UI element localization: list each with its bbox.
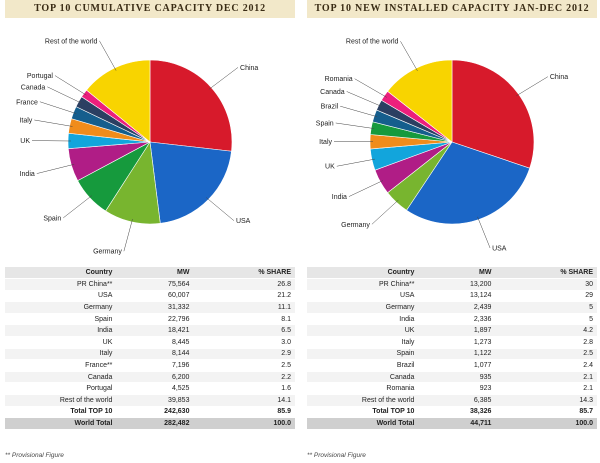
- leader-line-germany: [123, 218, 133, 252]
- table-row: USA 60,007 21.2: [5, 289, 295, 302]
- col-share-header: % SHARE: [495, 267, 597, 279]
- col-mw-header: MW: [418, 267, 496, 279]
- chart-title: TOP 10 NEW INSTALLED CAPACITY JAN-DEC 20…: [307, 0, 597, 18]
- table-row: Canada 935 2.1: [307, 370, 597, 383]
- leader-line-usa: [477, 216, 491, 249]
- table-row: France** 7,196 2.5: [5, 359, 295, 372]
- slice-label-germany: Germany: [341, 222, 370, 229]
- leader-line-romania: [354, 78, 387, 98]
- slice-label-india: India: [332, 194, 347, 201]
- leader-line-canada: [47, 86, 82, 104]
- slice-label-italy: Italy: [319, 139, 332, 146]
- slice-label-india: India: [20, 171, 35, 178]
- table-row: Spain 22,796 8.1: [5, 312, 295, 325]
- new-installed-panel: TOP 10 NEW INSTALLED CAPACITY JAN-DEC 20…: [307, 0, 597, 463]
- leader-line-rest-of-the-world: [400, 41, 418, 72]
- slice-label-brazil: Brazil: [321, 104, 339, 111]
- leader-line-china: [516, 76, 548, 97]
- leader-line-brazil: [340, 105, 378, 117]
- table-row: Spain 1,122 2.5: [307, 347, 597, 360]
- table-row: Portugal 4,525 1.6: [5, 382, 295, 395]
- table-row: PR China** 75,564 26.8: [5, 278, 295, 291]
- slice-label-portugal: Portugal: [27, 73, 54, 80]
- pie-slice-usa: [149, 141, 232, 224]
- table-row: Germany 31,332 11.1: [5, 301, 295, 314]
- table-row: Brazil 1,077 2.4: [307, 359, 597, 372]
- total-row: Total TOP 10 38,326 85.7: [307, 405, 597, 418]
- table-row: Italy 8,144 2.9: [5, 347, 295, 360]
- pie-slice-china: [149, 59, 233, 152]
- table-row: Canada 6,200 2.2: [5, 370, 295, 383]
- table-row: UK 8,445 3.0: [5, 335, 295, 349]
- cumulative-table: Country MW % SHARE PR China** 75,564 26.8 …: [5, 267, 295, 429]
- table-row: PR China** 13,200 30: [307, 278, 597, 291]
- world-total-row: World Total 282,482 100.0: [5, 417, 295, 429]
- slice-label-rest-of-the-world: Rest of the world: [45, 38, 98, 45]
- slice-label-spain: Spain: [43, 215, 61, 222]
- col-mw-header: MW: [116, 267, 194, 279]
- new-installed-pie-chart: China USA Germany India UK Italy Spain Brazil Ca…: [316, 39, 568, 253]
- table-row: Rest of the world 39,853 14.1: [5, 393, 295, 407]
- slice-label-uk: UK: [325, 164, 335, 171]
- table-row: Romania 923 2.1: [307, 382, 597, 395]
- table-row: India 18,421 6.5: [5, 324, 295, 337]
- table-row: India 2,336 5: [307, 312, 597, 325]
- chart-title: TOP 10 CUMULATIVE CAPACITY DEC 2012: [5, 0, 295, 18]
- leader-line-india: [36, 164, 75, 174]
- leader-line-uk: [336, 158, 375, 167]
- col-country-header: Country: [307, 267, 419, 279]
- slice-label-uk: UK: [20, 138, 30, 145]
- slice-label-china: China: [240, 65, 258, 72]
- leader-line-canada: [346, 91, 382, 107]
- table-header-row: Country MW % SHARE: [307, 267, 597, 279]
- slice-label-romania: Romania: [325, 76, 353, 83]
- slice-label-france: France: [16, 99, 38, 106]
- slice-label-usa: USA: [492, 246, 507, 253]
- total-row: Total TOP 10 242,630 85.9: [5, 405, 295, 418]
- slice-label-germany: Germany: [93, 249, 122, 256]
- slice-label-china: China: [550, 74, 568, 81]
- new-installed-table: Country MW % SHARE PR China** 13,200 30 US…: [307, 267, 597, 429]
- slice-label-spain: Spain: [316, 120, 334, 127]
- leader-line-usa: [206, 197, 235, 221]
- table-row: Rest of the world 6,385 14.3: [307, 393, 597, 407]
- slice-label-canada: Canada: [21, 84, 46, 91]
- leader-line-rest-of-the-world: [99, 40, 117, 71]
- table-row: UK 1,897 4.2: [307, 324, 597, 337]
- table-header-row: Country MW % SHARE: [5, 267, 295, 279]
- leader-line-spain: [335, 122, 375, 129]
- table-row: USA 13,124 29: [307, 289, 597, 302]
- slice-label-rest-of-the-world: Rest of the world: [346, 39, 399, 46]
- table-row: Italy 1,273 2.8: [307, 335, 597, 349]
- footnote: ** Provisional Figure: [5, 452, 64, 459]
- slice-label-usa: USA: [236, 218, 251, 225]
- leader-line-germany: [371, 199, 399, 225]
- leader-line-spain: [63, 195, 93, 219]
- cumulative-pie-chart: China USA Germany Spain India UK Italy France Ca…: [16, 38, 258, 256]
- leader-line-portugal: [54, 75, 87, 96]
- slice-label-italy: Italy: [19, 117, 32, 124]
- footnote: ** Provisional Figure: [307, 452, 366, 459]
- col-country-header: Country: [5, 267, 117, 279]
- leader-line-india: [348, 180, 384, 197]
- leader-line-china: [208, 67, 239, 90]
- leader-line-italy: [34, 119, 73, 127]
- col-share-header: % SHARE: [193, 267, 295, 279]
- slice-label-canada: Canada: [320, 89, 345, 96]
- cumulative-capacity-panel: TOP 10 CUMULATIVE CAPACITY DEC 2012 Chin…: [5, 0, 295, 463]
- world-total-row: World Total 44,711 100.0: [307, 417, 597, 429]
- leader-line-france: [39, 101, 77, 114]
- table-row: Germany 2,439 5: [307, 301, 597, 314]
